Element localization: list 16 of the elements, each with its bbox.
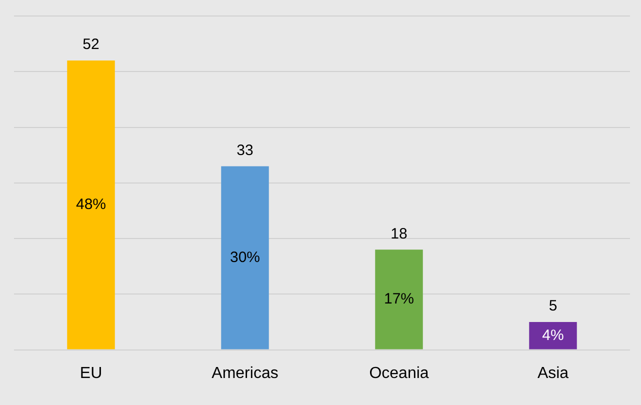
bar: [221, 166, 269, 350]
x-tick-label: Americas: [212, 364, 278, 382]
bar: [529, 322, 577, 350]
annotation: 4%: [542, 326, 564, 344]
data-label: 33: [236, 142, 254, 159]
x-tick-label: Asia: [537, 364, 569, 382]
x-tick-label: EU: [80, 364, 102, 382]
annotation: 30%: [230, 248, 260, 266]
annotation: 48%: [76, 196, 106, 214]
x-tick-label: Oceania: [369, 364, 429, 382]
data-label: 52: [82, 36, 100, 54]
bar: [67, 60, 115, 350]
data-label: 5: [548, 298, 558, 315]
bar: [375, 250, 423, 350]
annotation: 17%: [384, 290, 414, 308]
data-label: 18: [390, 225, 408, 242]
